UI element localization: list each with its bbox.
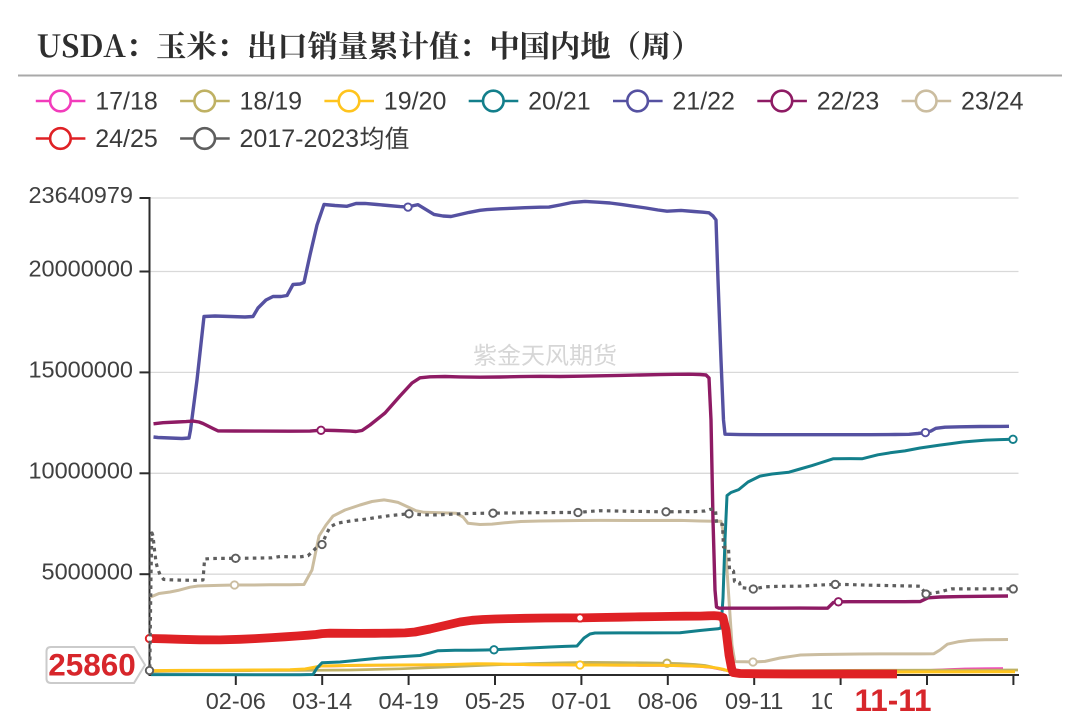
svg-text:05-25: 05-25: [465, 688, 525, 714]
svg-text:24/25: 24/25: [95, 125, 158, 153]
svg-text:25860: 25860: [48, 647, 136, 683]
svg-text:21/22: 21/22: [672, 88, 735, 116]
svg-text:10000000: 10000000: [28, 458, 133, 484]
svg-text:15000000: 15000000: [28, 357, 133, 383]
svg-text:02-06: 02-06: [206, 688, 266, 714]
svg-text:19/20: 19/20: [384, 88, 447, 116]
svg-text:07-01: 07-01: [551, 688, 611, 714]
svg-text:22/23: 22/23: [817, 88, 880, 116]
svg-text:23/24: 23/24: [961, 88, 1024, 116]
svg-text:20000000: 20000000: [28, 256, 133, 282]
svg-text:08-06: 08-06: [638, 688, 698, 714]
svg-text:20/21: 20/21: [528, 88, 591, 116]
svg-text:04-19: 04-19: [379, 688, 439, 714]
svg-text:2017-2023: 2017-2023: [240, 125, 360, 153]
svg-text:5000000: 5000000: [42, 558, 134, 584]
svg-text:23640979: 23640979: [28, 182, 133, 208]
svg-text:11-11: 11-11: [854, 682, 931, 718]
svg-text:09-11: 09-11: [725, 688, 783, 714]
svg-text:18/19: 18/19: [240, 88, 303, 116]
svg-text:03-14: 03-14: [292, 688, 352, 714]
svg-text:17/18: 17/18: [95, 88, 158, 116]
